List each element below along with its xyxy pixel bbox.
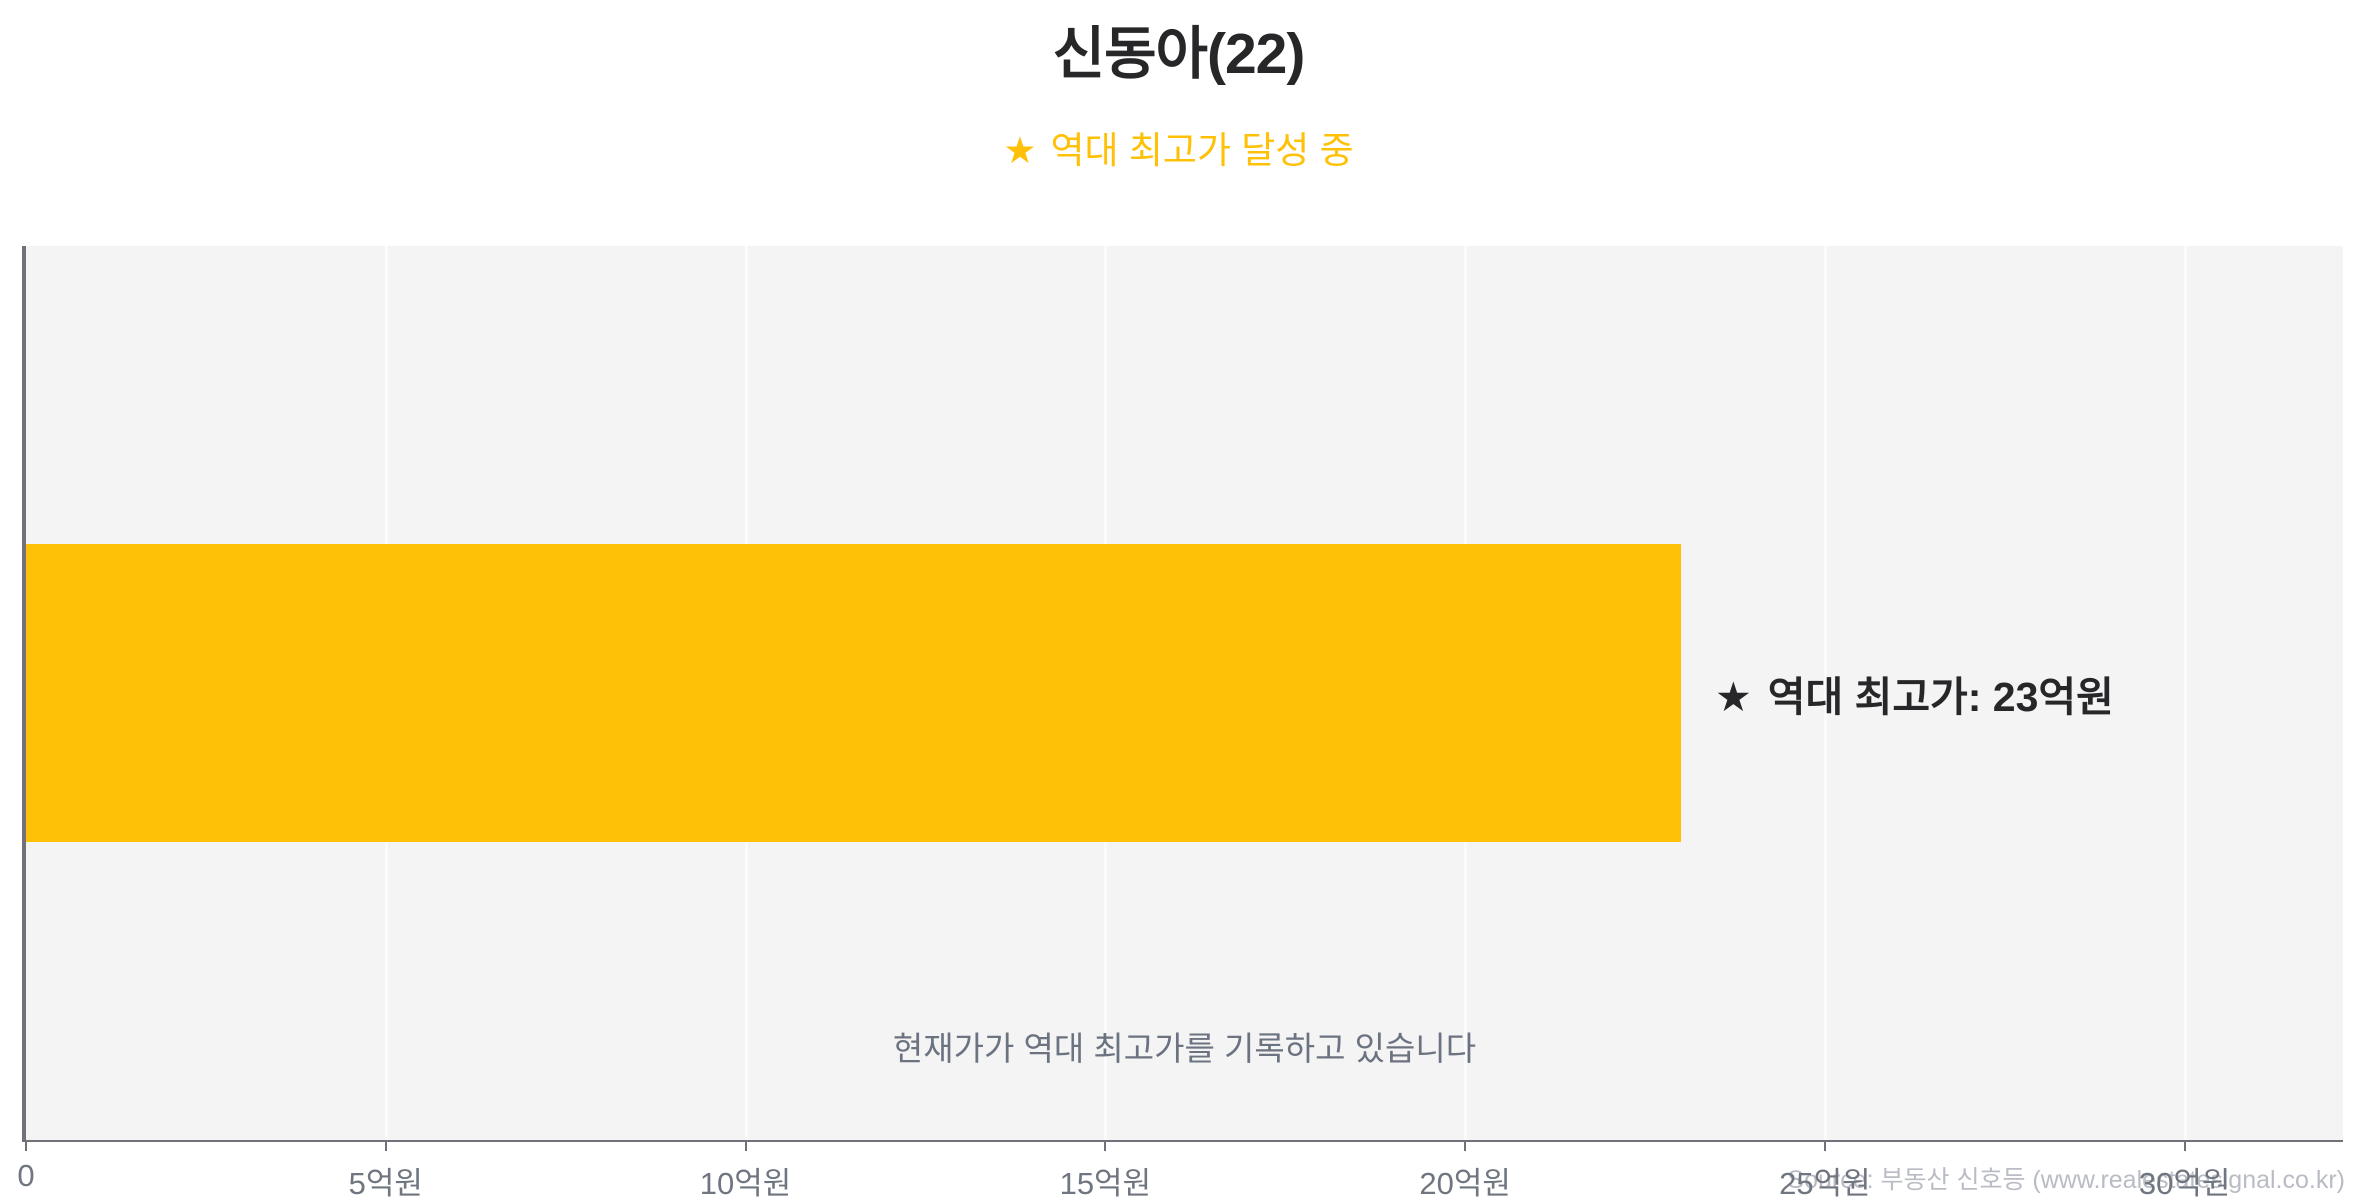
chart-title: 신동아(22) bbox=[1052, 22, 1306, 86]
axis-tick bbox=[1823, 1142, 1826, 1151]
axis-tick bbox=[384, 1142, 387, 1151]
star-icon: ★ bbox=[1715, 674, 1752, 720]
axis-tick-label: 0 bbox=[17, 1158, 35, 1193]
axis-tick-label: 15억원 bbox=[1059, 1166, 1152, 1201]
axis-tick-label: 30억원 bbox=[2138, 1166, 2231, 1201]
y-axis-line bbox=[22, 246, 26, 1140]
price-bar[interactable] bbox=[26, 543, 1681, 843]
star-icon: ★ bbox=[1003, 130, 1037, 171]
axis-tick-label: 5억원 bbox=[348, 1166, 423, 1201]
axis-tick-label: 10억원 bbox=[699, 1166, 792, 1201]
source-note: Source: 부동산 신호등 (www.realestatesignal.co… bbox=[1787, 1166, 2345, 1194]
axis-tick bbox=[1104, 1142, 1107, 1151]
x-axis-line bbox=[22, 1138, 2343, 1142]
axis-tick bbox=[744, 1142, 747, 1151]
axis-tick bbox=[1464, 1142, 1467, 1151]
axis-tick bbox=[2183, 1142, 2186, 1151]
bar-value-text: 역대 최고가: 23억원 bbox=[1767, 674, 2114, 720]
axis-tick-label: 20억원 bbox=[1419, 1166, 1511, 1201]
plot-area: ★ 역대 최고가: 23억원 현재가가 역대 최고가를 기록하고 있습니다 bbox=[26, 246, 2343, 1140]
gridline bbox=[2183, 246, 2187, 1140]
x-axis: 0 5억원 10억원 15억원 20억원 25억원 30억원 bbox=[17, 1142, 2343, 1201]
gridline bbox=[1823, 246, 1827, 1140]
axis-tick-label: 25억원 bbox=[1779, 1166, 1871, 1201]
chart-subtitle-text: 역대 최고가 달성 중 bbox=[1050, 130, 1354, 171]
chart-subtitle: ★ 역대 최고가 달성 중 bbox=[0, 120, 2357, 174]
bar-value-label: ★ 역대 최고가: 23억원 bbox=[1715, 663, 2114, 723]
axis-tick bbox=[25, 1142, 27, 1151]
chart-annotation: 현재가가 역대 최고가를 기록하고 있습니다 bbox=[892, 1030, 1477, 1067]
